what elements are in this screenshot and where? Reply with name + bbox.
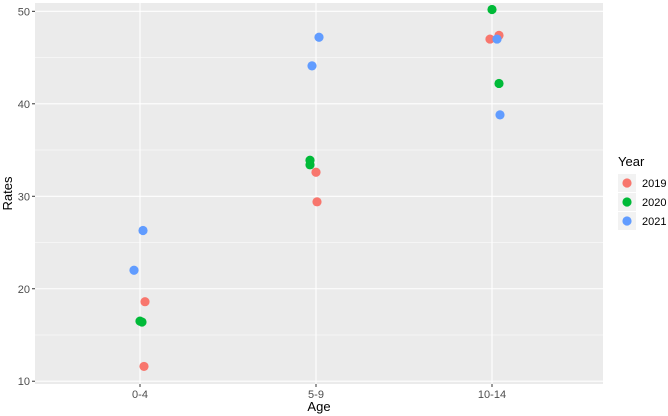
data-point-2020 [494, 78, 504, 89]
data-point-2021 [314, 32, 324, 42]
x-tick-label: 5-9 [308, 389, 324, 401]
data-point-2021 [492, 34, 502, 44]
y-tick-label: 10 [18, 376, 30, 388]
legend-items: 2019 2020 2021 [618, 174, 666, 230]
plot-panel [35, 3, 603, 384]
data-point-2020 [487, 4, 497, 15]
y-tick-label: 30 [18, 191, 30, 203]
x-axis: 0-4 5-9 10-14 [132, 384, 506, 401]
legend-swatch [622, 178, 632, 188]
data-point-2020 [305, 160, 315, 170]
x-tick-label: 0-4 [132, 389, 148, 401]
x-axis-title: Age [307, 399, 330, 414]
y-tick-label: 40 [18, 99, 30, 111]
data-point-2021 [495, 110, 505, 120]
data-point-2019 [139, 361, 149, 372]
y-tick-label: 20 [18, 284, 30, 296]
legend-swatch [622, 197, 632, 207]
y-axis: 10 20 30 40 50 [18, 6, 35, 388]
data-point-2020 [135, 316, 145, 326]
legend-label: 2021 [642, 216, 666, 228]
legend-swatch [622, 216, 632, 226]
y-axis-title: Rates [0, 176, 15, 210]
data-point-2019 [312, 197, 322, 207]
data-points [129, 4, 505, 372]
legend-label: 2019 [642, 178, 666, 190]
legend-title: Year [618, 154, 645, 169]
data-point-2021 [307, 61, 317, 71]
data-point-2021 [138, 225, 148, 236]
data-point-2019 [311, 167, 321, 177]
y-tick-label: 50 [18, 6, 30, 18]
legend: Year 2019 2020 2021 [618, 154, 666, 230]
x-tick-label: 10-14 [478, 389, 506, 401]
data-point-2019 [485, 34, 495, 44]
data-point-2021 [129, 265, 139, 275]
legend-label: 2020 [642, 197, 666, 209]
data-point-2019 [140, 297, 150, 307]
